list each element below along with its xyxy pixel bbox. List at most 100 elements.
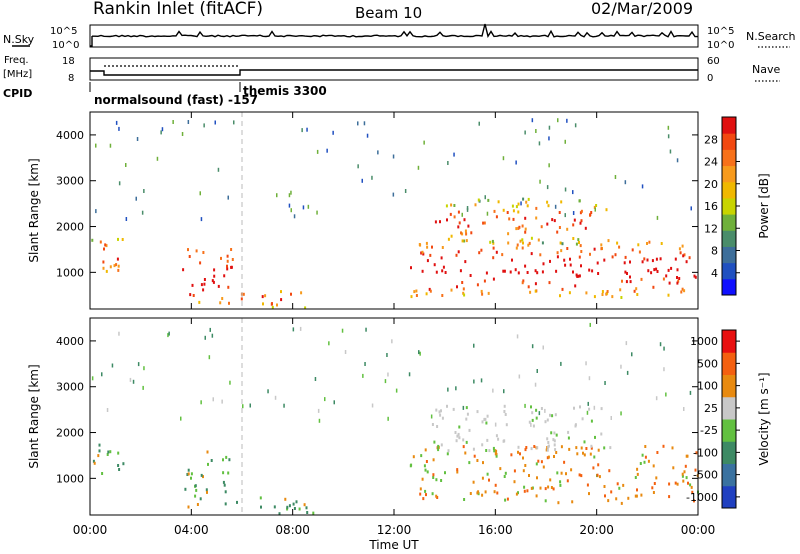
heatmap-cell: [95, 143, 97, 148]
heatmap-cell: [596, 473, 599, 477]
heatmap-cell: [366, 133, 369, 138]
heatmap-cell: [518, 374, 521, 379]
heatmap-cell: [457, 432, 460, 436]
heatmap-cell: [107, 450, 110, 454]
heatmap-cell: [576, 452, 579, 456]
heatmap-cell: [91, 376, 94, 381]
heatmap-cell: [288, 193, 291, 198]
heatmap-cell: [453, 204, 456, 207]
heatmap-cell: [507, 232, 510, 236]
heatmap-cell: [428, 287, 431, 291]
heatmap-cell: [534, 282, 537, 286]
heatmap-cell: [182, 268, 185, 272]
heatmap-cell: [531, 411, 534, 415]
colorbar-tick-label: 16: [704, 200, 718, 213]
panel-frame: [89, 317, 699, 516]
heatmap-cell: [553, 455, 555, 458]
heatmap-cell: [600, 243, 603, 247]
heatmap-cell: [113, 264, 116, 268]
heatmap-cell: [593, 247, 596, 251]
heatmap-cell: [655, 476, 658, 480]
heatmap-cell: [564, 213, 566, 218]
heatmap-cell: [596, 261, 599, 265]
heatmap-cell: [656, 270, 659, 273]
heatmap-cell: [550, 486, 553, 489]
heatmap-cell: [432, 458, 435, 462]
heatmap-cell: [447, 237, 450, 241]
heatmap-cell: [556, 230, 559, 234]
colorbar-frame: [721, 329, 737, 509]
heatmap-cell: [274, 395, 277, 400]
heatmap-cell: [607, 499, 610, 503]
heatmap-cell: [555, 269, 558, 273]
heatmap-cell: [194, 494, 197, 498]
heatmap-cell: [419, 351, 421, 356]
heatmap-cell: [469, 492, 472, 495]
heatmap-cell: [478, 251, 481, 255]
heatmap-cell: [620, 411, 622, 416]
cpid-name-normalsound: normalsound (fast) -157: [94, 93, 258, 107]
heatmap-cell: [410, 266, 412, 270]
y-tick-label: 1000: [56, 266, 84, 279]
heatmap-cell: [668, 495, 671, 499]
heatmap-cell: [552, 487, 555, 491]
heatmap-cell: [572, 211, 575, 215]
heatmap-cell: [125, 163, 127, 167]
heatmap-cell: [233, 120, 235, 125]
heatmap-cell: [578, 274, 581, 278]
heatmap-cell: [520, 201, 522, 206]
heatmap-cell: [420, 454, 423, 458]
heatmap-cell: [668, 281, 671, 285]
heatmap-cell: [598, 475, 601, 479]
heatmap-cell: [456, 285, 458, 289]
heatmap-cell: [418, 243, 421, 246]
heatmap-cell: [572, 223, 575, 227]
heatmap-cell: [548, 136, 550, 141]
colorbar-swatch: [722, 396, 736, 420]
heatmap-cell: [419, 487, 422, 491]
heatmap-cell: [643, 257, 646, 261]
heatmap-cell: [551, 414, 554, 418]
heatmap-cell: [589, 252, 591, 256]
heatmap-cell: [579, 221, 582, 225]
heatmap-cell: [106, 453, 109, 456]
heatmap-cell: [102, 260, 105, 264]
heatmap-cell: [492, 246, 495, 250]
colorbar-swatch: [722, 441, 736, 464]
heatmap-cell: [450, 203, 453, 207]
heatmap-cell: [439, 413, 442, 417]
heatmap-cell: [429, 253, 432, 257]
heatmap-cell: [608, 469, 611, 473]
heatmap-cell: [600, 407, 603, 411]
heatmap-cell: [563, 460, 566, 464]
heatmap-cell: [426, 470, 429, 474]
heatmap-cell: [456, 434, 459, 438]
heatmap-cell: [229, 380, 231, 385]
heatmap-cell: [259, 496, 262, 500]
heatmap-cell: [424, 468, 427, 472]
heatmap-cell: [160, 130, 162, 135]
heatmap-cell: [523, 489, 526, 493]
heatmap-cell: [517, 271, 520, 275]
heatmap-cell: [636, 467, 639, 471]
heatmap-cell: [492, 277, 495, 281]
heatmap-cell: [674, 257, 677, 261]
heatmap-cell: [441, 246, 444, 249]
heatmap-cell: [446, 404, 448, 408]
heatmap-cell: [588, 407, 591, 411]
heatmap-cell: [683, 289, 686, 293]
heatmap-cell: [524, 230, 527, 234]
heatmap-cell: [676, 281, 679, 285]
heatmap-cell: [535, 408, 538, 412]
heatmap-cell: [483, 279, 486, 283]
heatmap-cell: [663, 367, 665, 372]
heatmap-cell: [99, 240, 102, 244]
heatmap-cell: [410, 463, 413, 467]
heatmap-cell: [570, 468, 573, 472]
heatmap-cell: [585, 291, 588, 295]
beam-label: Beam 10: [355, 4, 422, 22]
noise-strip: N.Sky 10^5 10^0 10^5 10^0 N.Search: [3, 23, 796, 51]
heatmap-cell: [588, 268, 591, 272]
heatmap-cell: [620, 296, 623, 299]
heatmap-cell: [476, 410, 479, 414]
